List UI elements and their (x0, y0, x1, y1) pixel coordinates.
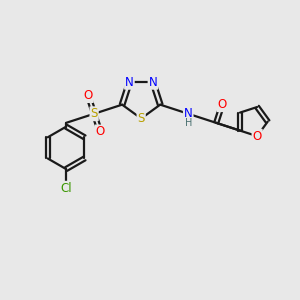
Text: N: N (184, 107, 193, 120)
Text: N: N (125, 76, 134, 89)
Text: O: O (84, 89, 93, 102)
Text: O: O (218, 98, 227, 111)
Text: O: O (253, 130, 262, 143)
Text: N: N (148, 76, 157, 89)
Text: S: S (137, 112, 145, 125)
Text: S: S (90, 107, 98, 120)
Text: Cl: Cl (60, 182, 72, 195)
Text: O: O (95, 125, 105, 139)
Text: H: H (184, 118, 192, 128)
